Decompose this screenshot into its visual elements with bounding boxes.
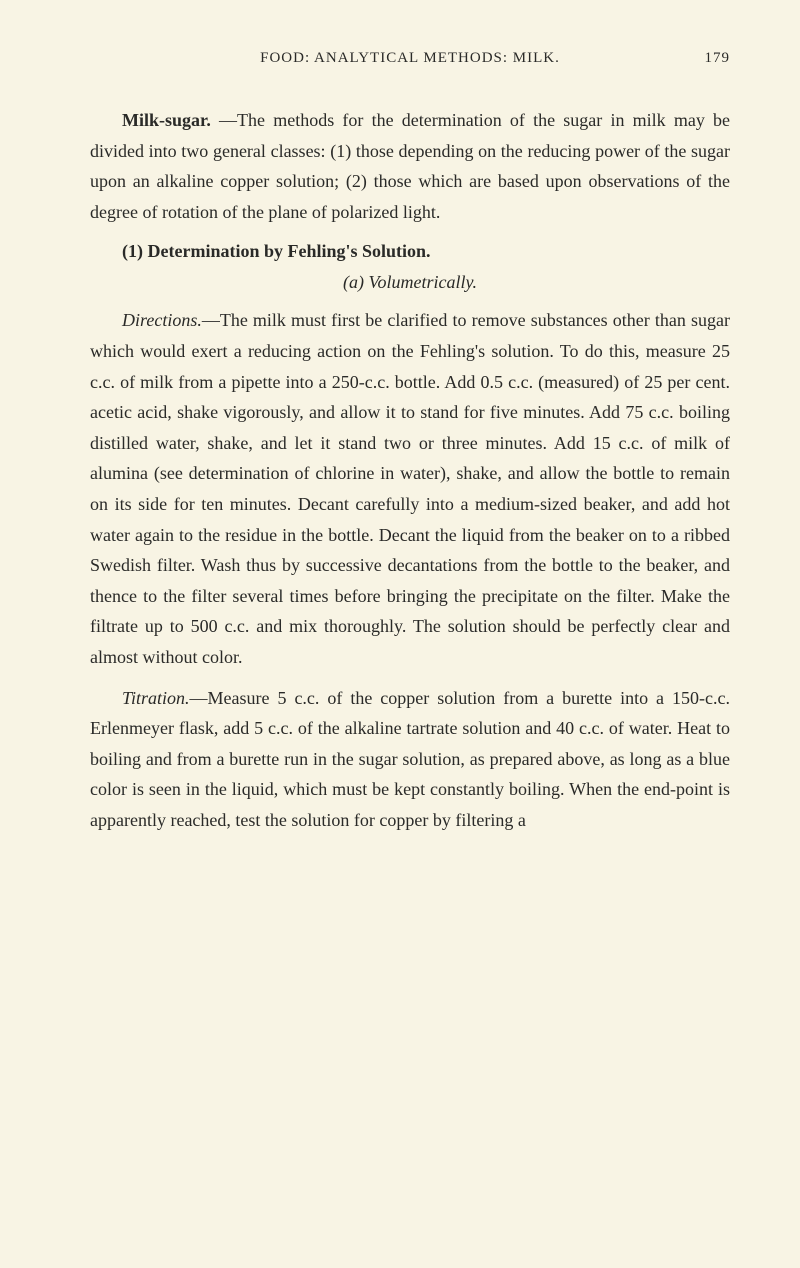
term-milk-sugar: Milk-sugar.: [122, 110, 211, 130]
running-header: FOOD: ANALYTICAL METHODS: MILK. 179: [90, 50, 730, 67]
directions-body: —The milk must first be clarified to rem…: [90, 310, 730, 667]
subheading-volumetrically: (a) Volumetrically.: [90, 272, 730, 293]
running-title: FOOD: ANALYTICAL METHODS: MILK.: [100, 50, 720, 67]
subheading-text: Volumetrically.: [364, 272, 477, 292]
subheading-letter: (a): [343, 272, 364, 292]
page-number: 179: [705, 50, 731, 67]
directions-label: Directions.: [122, 310, 202, 330]
section-heading-fehling: (1) Determination by Fehling's Solution.: [90, 241, 730, 262]
paragraph-directions: Directions.—The milk must first be clari…: [90, 305, 730, 672]
paragraph-titration: Titration.—Measure 5 c.c. of the copper …: [90, 683, 730, 836]
paragraph-milk-sugar: Milk-sugar. —The methods for the determi…: [90, 105, 730, 227]
titration-label: Titration.: [122, 688, 190, 708]
titration-body: —Measure 5 c.c. of the copper solution f…: [90, 688, 730, 830]
